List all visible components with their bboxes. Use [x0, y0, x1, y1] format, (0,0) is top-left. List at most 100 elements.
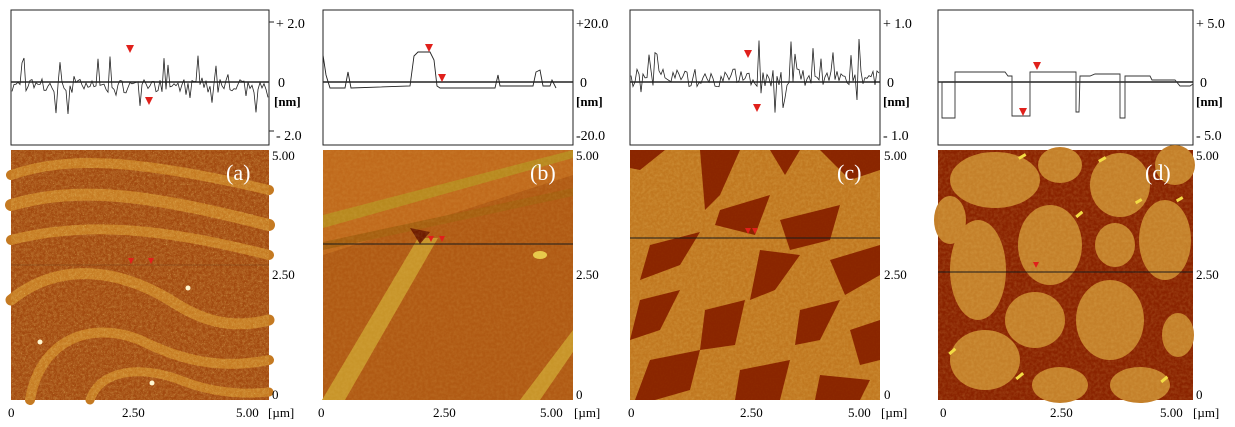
- afm-image-a-particle: [185, 285, 191, 291]
- profile-a: + 2.0 0 [nm] - 2.0: [10, 9, 305, 146]
- afm-image-d-particle: [1098, 156, 1107, 163]
- profile-c-marker-top: [744, 50, 752, 58]
- afm-image-a-marker: [128, 258, 134, 264]
- image-c-x-5: 5.00: [848, 405, 871, 420]
- afm-image-b: (b): [322, 150, 573, 400]
- profile-c-frame: [629, 9, 881, 146]
- image-d-x-0: 0: [940, 405, 947, 420]
- image-c-y-5: 5.00: [884, 148, 907, 163]
- profile-b-yzero: 0: [580, 76, 587, 91]
- profile-d-yzero: 0: [1200, 76, 1207, 91]
- profile-b-marker-bottom: [438, 74, 446, 82]
- afm-image-c-grains: [630, 150, 880, 400]
- afm-image-a-particle: [149, 380, 155, 386]
- image-a-x-unit: [µm]: [268, 405, 294, 420]
- profile-a-yzero: 0: [278, 76, 285, 91]
- profile-d-trace: [938, 71, 1194, 119]
- afm-image-c: (c): [630, 150, 880, 400]
- afm-image-b-marker: [439, 236, 445, 242]
- profile-c-unit: [nm]: [883, 94, 910, 109]
- profile-d-unit: [nm]: [1196, 94, 1223, 109]
- profile-d: + 5.0 0 [nm] - 5.0: [937, 9, 1225, 146]
- afm-image-d-particle: [1015, 372, 1025, 381]
- afm-image-d-particle: [1134, 198, 1143, 205]
- profile-b-frame: [322, 9, 574, 146]
- image-d-y-2.5: 2.50: [1196, 267, 1219, 282]
- profile-c-ymax: + 1.0: [883, 17, 912, 32]
- image-b-x-unit: [µm]: [574, 405, 600, 420]
- image-c-y-0: 0: [884, 387, 891, 402]
- profile-a-ymin: - 2.0: [276, 129, 302, 144]
- image-b-x-0: 0: [318, 405, 325, 420]
- panel-d: + 5.0 0 [nm] - 5.0: [934, 9, 1225, 420]
- afm-image-c-marker: [752, 228, 758, 234]
- afm-image-d-particle: [1018, 153, 1027, 160]
- image-c-x-unit: [µm]: [881, 405, 907, 420]
- panel-c: + 1.0 0 [nm] - 1.0: [628, 9, 912, 420]
- profile-d-ymax: + 5.0: [1196, 17, 1225, 32]
- profile-a-ymax: + 2.0: [276, 17, 305, 32]
- image-d-x-2.5: 2.50: [1050, 405, 1073, 420]
- panel-b-label: (b): [530, 160, 556, 185]
- image-b-y-0: 0: [576, 387, 583, 402]
- image-b-x-5: 5.00: [540, 405, 563, 420]
- afm-image-d: (d): [934, 145, 1195, 403]
- image-b-x-2.5: 2.50: [433, 405, 456, 420]
- afm-image-d-particles: [948, 153, 1184, 384]
- afm-image-a-marker: [148, 258, 154, 264]
- afm-image-a-particle: [37, 339, 43, 345]
- profile-b-ymin: -20.0: [576, 129, 605, 144]
- panel-a-label: (a): [226, 160, 250, 185]
- image-d-y-0: 0: [1196, 387, 1203, 402]
- profile-d-marker-bottom: [1019, 108, 1027, 116]
- image-a-y-0: 0: [272, 387, 279, 402]
- image-a-y-5: 5.00: [272, 148, 295, 163]
- afm-image-b-marker: [428, 236, 434, 242]
- image-d-x-5: 5.00: [1160, 405, 1183, 420]
- afm-image-d-marker: [1033, 262, 1039, 268]
- afm-image-d-texture: [938, 150, 1193, 400]
- panel-c-label: (c): [837, 160, 861, 185]
- profile-a-frame: [10, 9, 270, 146]
- image-d-y-5: 5.00: [1196, 148, 1219, 163]
- profile-b: +20.0 0 [nm] -20.0: [322, 9, 608, 146]
- afm-image-a-grains: [11, 150, 269, 400]
- afm-image-d-particle: [1160, 375, 1169, 384]
- profile-c-yzero: 0: [887, 76, 894, 91]
- panel-a: + 2.0 0 [nm] - 2.0 (a) 5.0: [5, 9, 305, 420]
- image-c-x-2.5: 2.50: [740, 405, 763, 420]
- profile-a-unit: [nm]: [274, 94, 301, 109]
- profile-b-marker-top: [425, 44, 433, 52]
- afm-image-c-marker: [745, 228, 751, 234]
- afm-image-b-texture: [323, 150, 573, 400]
- profile-c-trace: [630, 38, 880, 113]
- profile-b-ymax: +20.0: [576, 17, 608, 32]
- image-a-y-2.5: 2.50: [272, 267, 295, 282]
- afm-image-d-particle: [1075, 210, 1084, 219]
- profile-a-trace: [11, 55, 269, 115]
- afm-image-d-particle: [1175, 196, 1184, 203]
- image-a-x-0: 0: [8, 405, 15, 420]
- image-a-x-5: 5.00: [236, 405, 259, 420]
- profile-c-marker-bottom: [753, 104, 761, 112]
- image-c-y-2.5: 2.50: [884, 267, 907, 282]
- afm-image-d-particle: [948, 347, 957, 356]
- panel-d-label: (d): [1145, 160, 1171, 185]
- afm-image-a: (a): [5, 150, 275, 405]
- profile-b-trace: [322, 51, 557, 89]
- image-a-x-2.5: 2.50: [122, 405, 145, 420]
- profile-c-ymin: - 1.0: [883, 129, 909, 144]
- image-c-x-0: 0: [628, 405, 635, 420]
- profile-d-ymin: - 5.0: [1196, 129, 1222, 144]
- image-d-x-unit: [µm]: [1193, 405, 1219, 420]
- image-b-y-5: 5.00: [576, 148, 599, 163]
- image-b-y-2.5: 2.50: [576, 267, 599, 282]
- profile-a-marker-bottom: [145, 97, 153, 105]
- profile-d-marker-top: [1033, 62, 1041, 70]
- profile-d-frame: [937, 9, 1194, 146]
- profile-b-unit: [nm]: [576, 94, 603, 109]
- profile-c: + 1.0 0 [nm] - 1.0: [629, 9, 912, 146]
- panel-b: +20.0 0 [nm] -20.0 (b) 5.00 2.50 0 0 2.5…: [318, 9, 608, 420]
- profile-a-marker-top: [126, 45, 134, 53]
